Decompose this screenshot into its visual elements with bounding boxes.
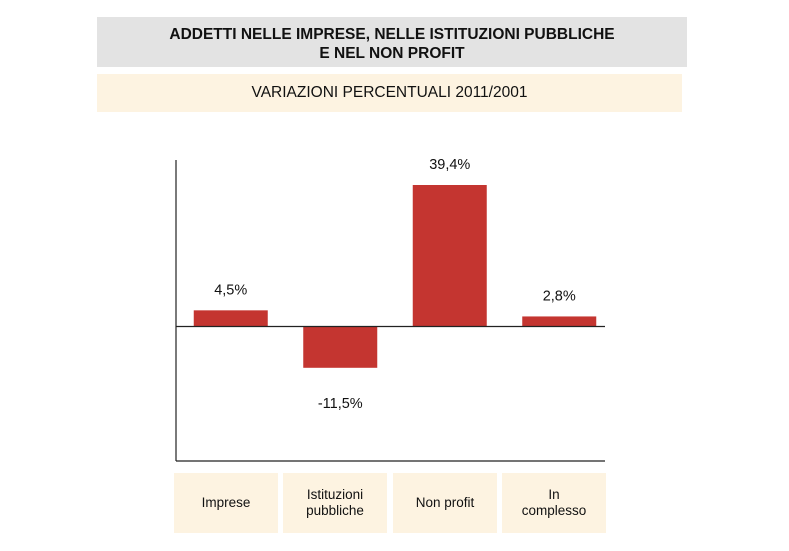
- data-label: 39,4%: [429, 157, 470, 173]
- bar: [522, 316, 597, 327]
- category-label-text: In complesso: [522, 487, 587, 519]
- chart-subtitle: VARIAZIONI PERCENTUALI 2011/2001: [251, 84, 528, 101]
- category-label-line: Imprese: [201, 495, 251, 510]
- category-label-line: In: [548, 487, 560, 502]
- category-label-text: Istituzioni pubbliche: [306, 487, 364, 519]
- chart-title-box: ADDETTI NELLE IMPRESE, NELLE ISTITUZIONI…: [97, 17, 687, 67]
- category-label-text: Imprese: [202, 495, 251, 511]
- category-label-line: Non profit: [415, 495, 475, 510]
- category-label-line: pubbliche: [306, 503, 364, 518]
- category-label-text: Non profit: [416, 495, 475, 511]
- category-label-line: Istituzioni: [306, 487, 364, 502]
- data-label: 2,8%: [543, 288, 576, 304]
- category-label: In complesso: [502, 473, 606, 533]
- chart-subtitle-box: VARIAZIONI PERCENTUALI 2011/2001: [97, 74, 682, 112]
- chart-title-line-2: E NEL NON PROFIT: [319, 45, 465, 62]
- category-label: Istituzioni pubbliche: [283, 473, 387, 533]
- data-label: -11,5%: [318, 396, 363, 412]
- chart-title-line-1: ADDETTI NELLE IMPRESE, NELLE ISTITUZIONI…: [169, 26, 615, 43]
- bar: [412, 185, 487, 327]
- data-label: 4,5%: [214, 282, 247, 298]
- bar: [303, 326, 378, 368]
- category-label: Imprese: [174, 473, 278, 533]
- category-label-line: complesso: [521, 503, 587, 518]
- bar: [193, 310, 268, 327]
- category-label: Non profit: [393, 473, 497, 533]
